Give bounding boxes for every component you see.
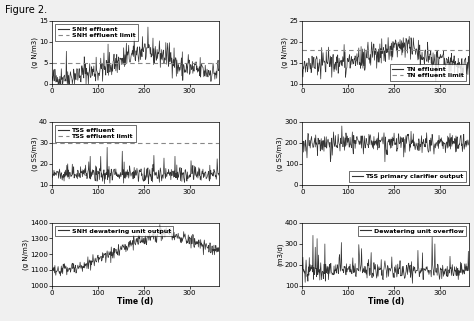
Y-axis label: (g SS/m3): (g SS/m3) <box>277 136 283 170</box>
Text: Figure 2.: Figure 2. <box>5 5 47 15</box>
Legend: SNH dewatering unit output: SNH dewatering unit output <box>55 226 173 236</box>
Legend: TSS effluent, TSS effluent limit: TSS effluent, TSS effluent limit <box>55 125 136 142</box>
Y-axis label: (g N/m3): (g N/m3) <box>31 37 37 68</box>
Y-axis label: (g N/m3): (g N/m3) <box>22 239 28 270</box>
Legend: Dewatering unit overflow: Dewatering unit overflow <box>358 226 466 236</box>
Y-axis label: (g N/m3): (g N/m3) <box>282 37 288 68</box>
Y-axis label: (m3/d): (m3/d) <box>277 242 283 266</box>
X-axis label: Time (d): Time (d) <box>118 297 154 306</box>
Legend: TSS primary clarifier output: TSS primary clarifier output <box>349 171 466 182</box>
Legend: TN effluent, TN effluent limit: TN effluent, TN effluent limit <box>390 64 466 81</box>
Y-axis label: (g SS/m3): (g SS/m3) <box>31 136 37 170</box>
X-axis label: Time (d): Time (d) <box>368 297 404 306</box>
Legend: SNH effluent, SNH effluent limit: SNH effluent, SNH effluent limit <box>55 24 137 41</box>
